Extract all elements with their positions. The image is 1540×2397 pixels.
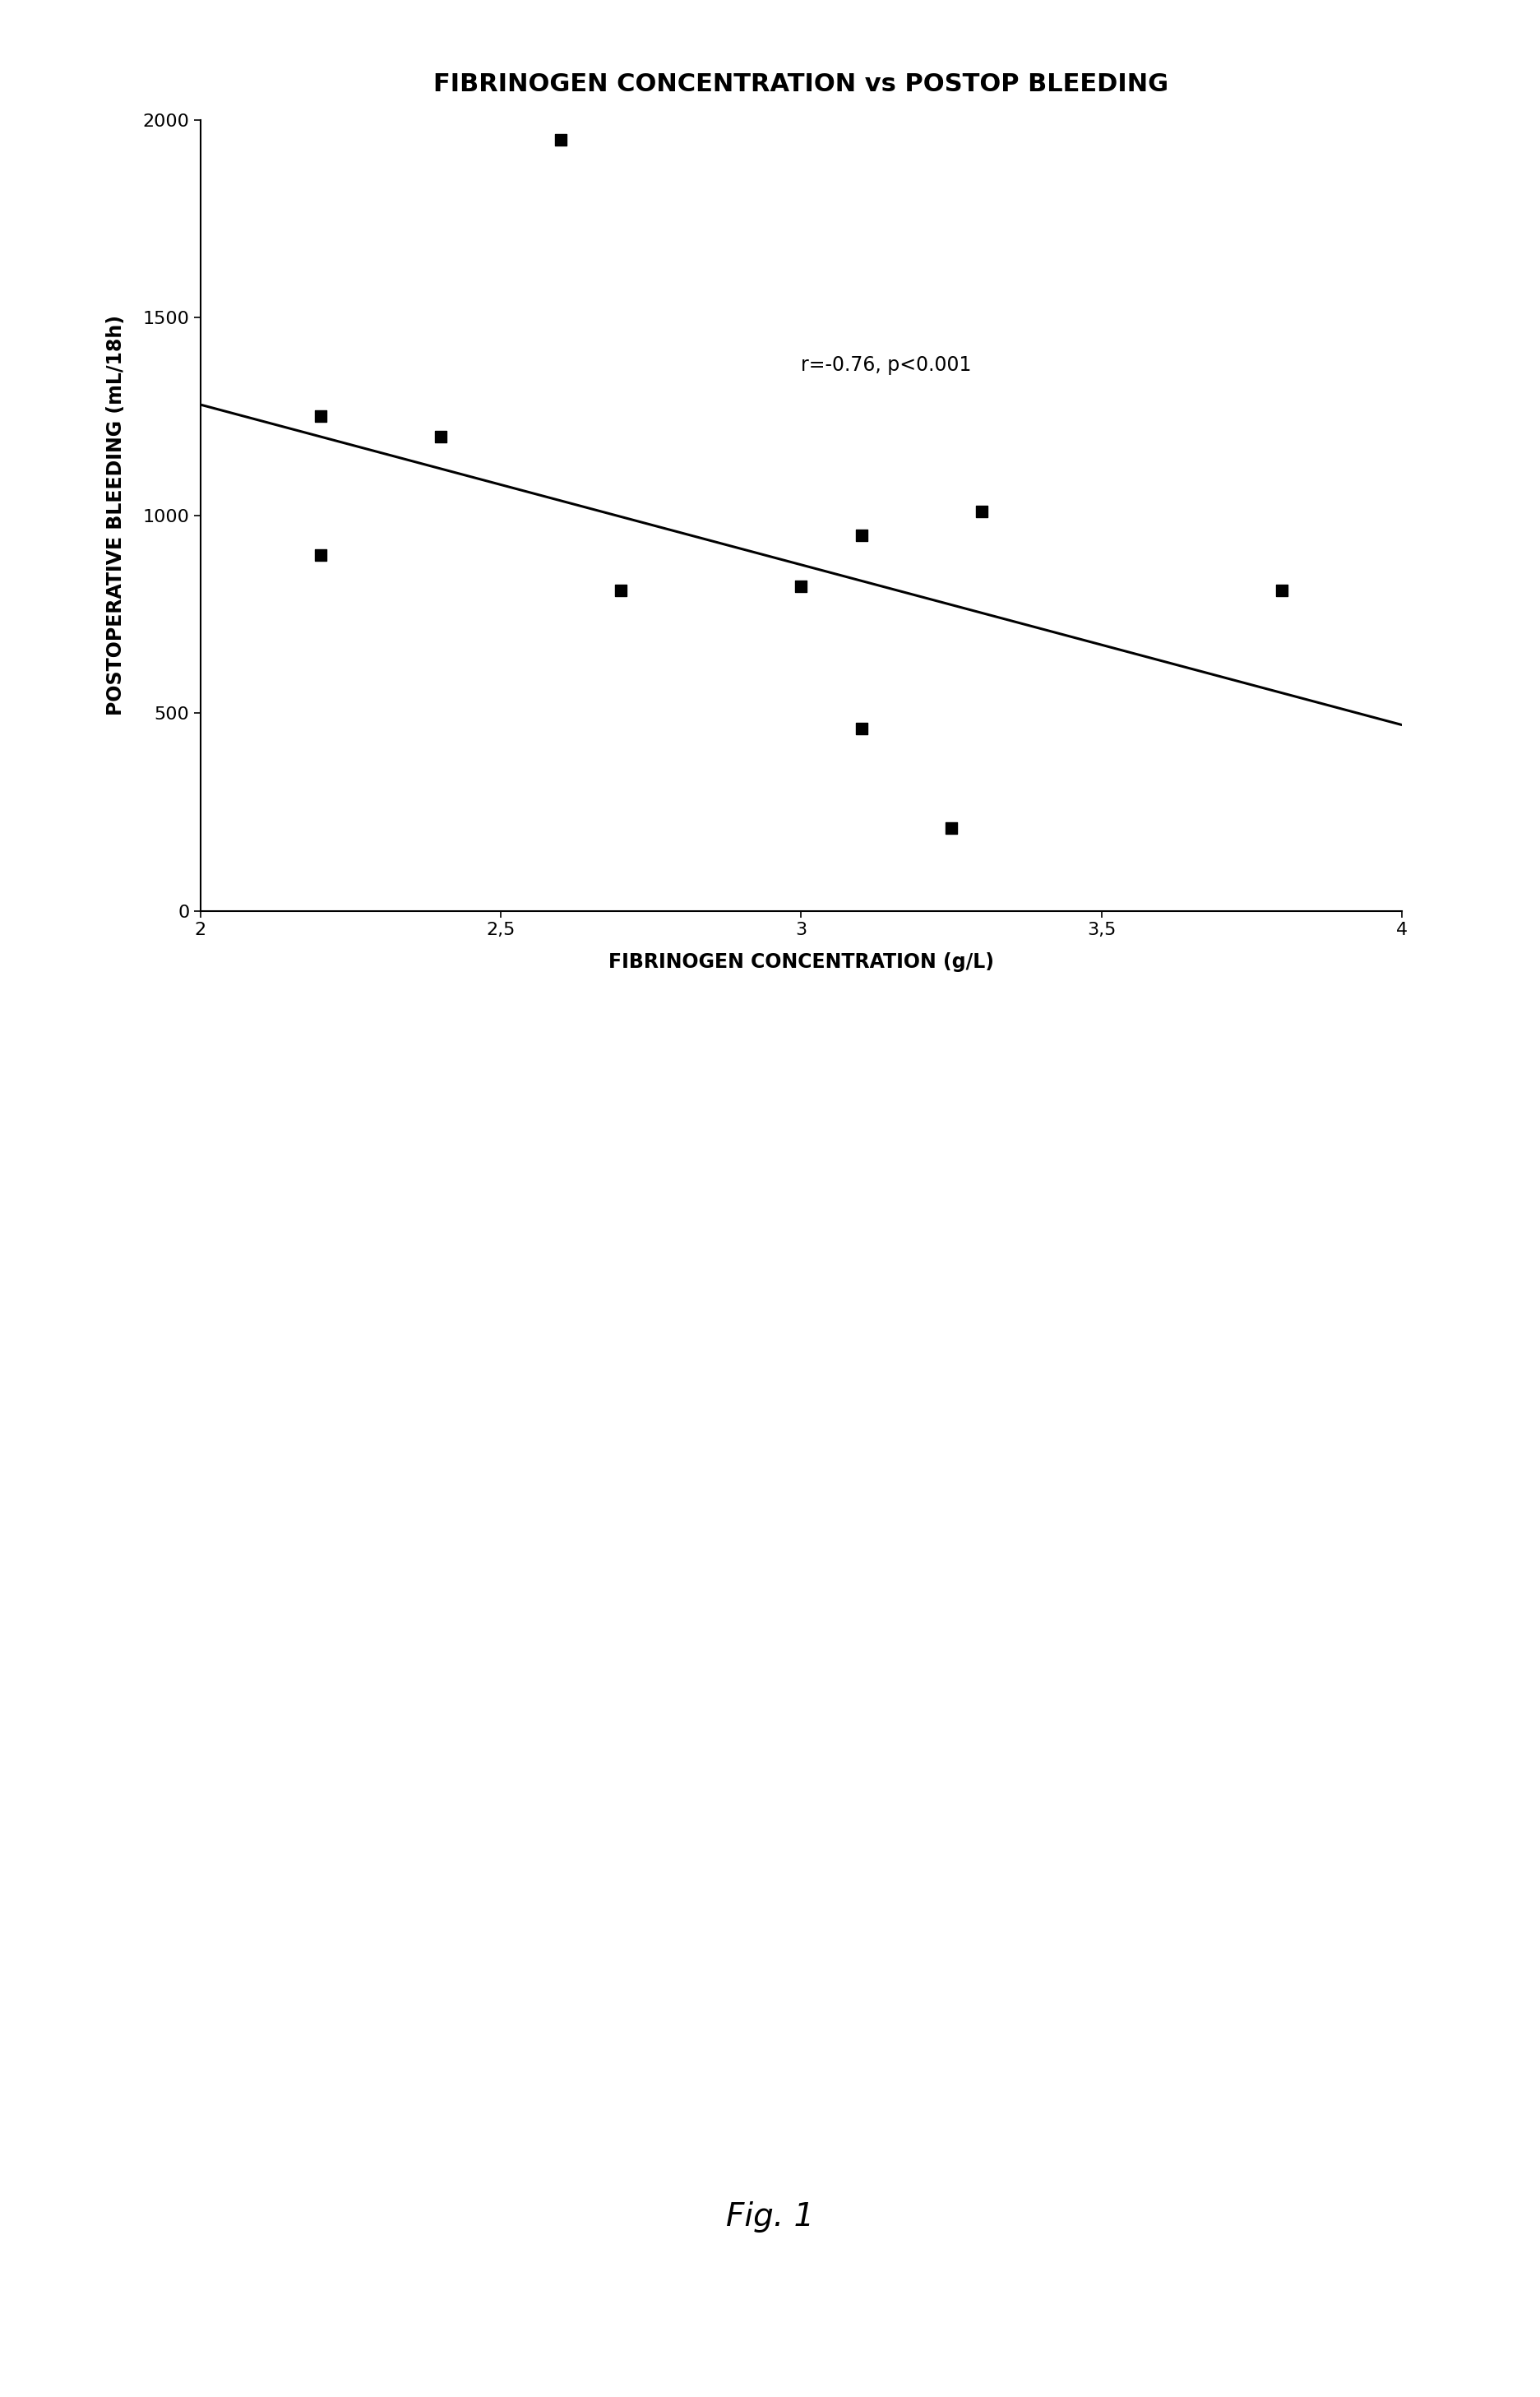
- Title: FIBRINOGEN CONCENTRATION vs POSTOP BLEEDING: FIBRINOGEN CONCENTRATION vs POSTOP BLEED…: [433, 72, 1169, 96]
- Text: Fig. 1: Fig. 1: [725, 2200, 815, 2234]
- Point: [608, 570, 633, 609]
- Point: [969, 491, 993, 530]
- X-axis label: FIBRINOGEN CONCENTRATION (g/L): FIBRINOGEN CONCENTRATION (g/L): [608, 952, 993, 971]
- Point: [788, 568, 813, 606]
- Y-axis label: POSTOPERATIVE BLEEDING (mL/18h): POSTOPERATIVE BLEEDING (mL/18h): [106, 314, 125, 717]
- Point: [428, 417, 453, 455]
- Point: [849, 515, 873, 554]
- Point: [849, 710, 873, 748]
- Point: [548, 120, 573, 158]
- Point: [1269, 570, 1294, 609]
- Point: [939, 808, 964, 846]
- Point: [308, 398, 333, 436]
- Text: r=-0.76, p<0.001: r=-0.76, p<0.001: [801, 355, 972, 374]
- Point: [308, 537, 333, 575]
